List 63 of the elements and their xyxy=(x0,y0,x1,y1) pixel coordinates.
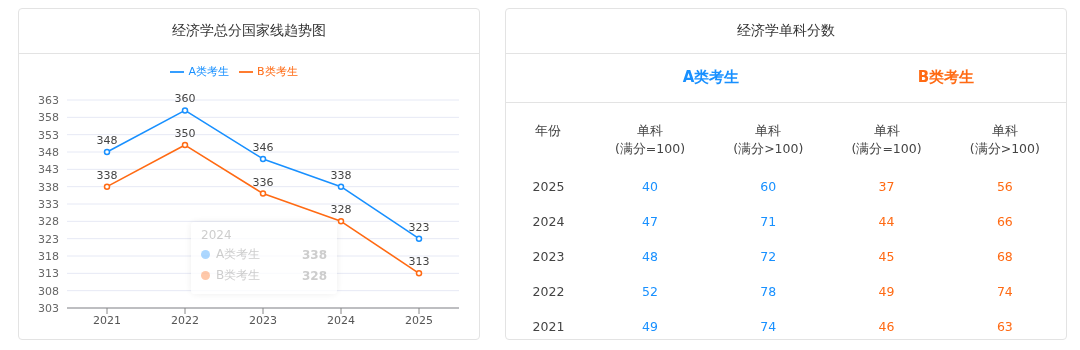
data-label: 336 xyxy=(252,175,274,189)
data-label: 52 xyxy=(641,283,659,301)
data-label: 68 xyxy=(995,248,1014,266)
data-label: 338 xyxy=(330,168,352,182)
data-label: 72 xyxy=(759,248,778,266)
data-label: 74 xyxy=(995,283,1014,301)
data-label: 66 xyxy=(995,213,1014,231)
chart-title: 经济学单科分数 xyxy=(506,9,1066,54)
chart-title: 经济学总分国家线趋势图 xyxy=(19,9,479,54)
data-label: 45 xyxy=(877,248,896,266)
y-axis-title: 年份 xyxy=(534,122,563,140)
y-tick-label: 348 xyxy=(38,145,59,159)
y-tick-label: 2022 xyxy=(531,283,566,301)
data-label: 40 xyxy=(641,178,659,196)
x-tick-label: 单科 (满分>100) xyxy=(732,122,805,158)
data-label: 46 xyxy=(877,318,896,336)
data-label: 313 xyxy=(408,255,430,269)
data-label: 37 xyxy=(877,178,896,196)
y-tick-label: 363 xyxy=(38,93,59,107)
data-label: 348 xyxy=(96,134,118,147)
y-tick-label: 313 xyxy=(38,267,59,281)
x-tick-label: 单科 (满分>100) xyxy=(968,122,1041,158)
x-tick-label: 2025 xyxy=(405,313,433,327)
data-label: 338 xyxy=(96,168,118,182)
y-tick-label: 303 xyxy=(38,301,59,315)
data-label: 328 xyxy=(330,203,352,217)
y-tick-label: 308 xyxy=(38,284,59,298)
data-label: 63 xyxy=(995,318,1014,336)
x-tick-label: 2024 xyxy=(327,313,355,327)
x-tick-label: 2022 xyxy=(171,313,199,327)
y-tick-label: 2024 xyxy=(531,213,566,231)
y-tick-label: 318 xyxy=(38,249,59,263)
data-label: 44 xyxy=(877,213,896,231)
data-label: 47 xyxy=(641,213,659,231)
x-tick-label: 单科 (满分=100) xyxy=(614,122,687,158)
y-tick-label: 328 xyxy=(38,215,59,229)
data-label: 49 xyxy=(877,283,896,301)
text: B类考生 xyxy=(916,68,976,86)
x-tick-label: 2021 xyxy=(93,313,121,327)
y-tick-label: 358 xyxy=(38,111,59,125)
data-label: 360 xyxy=(174,92,196,106)
x-tick-label: 2023 xyxy=(249,313,277,327)
y-tick-label: 333 xyxy=(38,197,59,211)
y-tick-label: 323 xyxy=(38,232,59,246)
y-tick-label: 2025 xyxy=(531,178,566,196)
y-tick-label: 2023 xyxy=(531,248,566,266)
y-tick-label: 343 xyxy=(38,163,59,177)
legend-label: A类考生 xyxy=(188,65,229,78)
legend-label: B类考生 xyxy=(256,65,298,78)
data-label: 48 xyxy=(641,248,659,266)
data-label: 56 xyxy=(995,178,1014,196)
text: A类考生 xyxy=(681,68,741,86)
data-label: 71 xyxy=(759,213,778,231)
data-label: 60 xyxy=(759,178,778,196)
data-label: 346 xyxy=(252,140,274,154)
data-label: 323 xyxy=(408,220,430,234)
x-tick-label: 单科 (满分=100) xyxy=(850,122,923,158)
data-label: 78 xyxy=(759,283,778,301)
data-label: 74 xyxy=(759,318,778,336)
data-label: 49 xyxy=(641,318,659,336)
y-tick-label: 338 xyxy=(38,180,59,194)
y-tick-label: 353 xyxy=(38,128,59,142)
data-label: 350 xyxy=(174,127,196,141)
